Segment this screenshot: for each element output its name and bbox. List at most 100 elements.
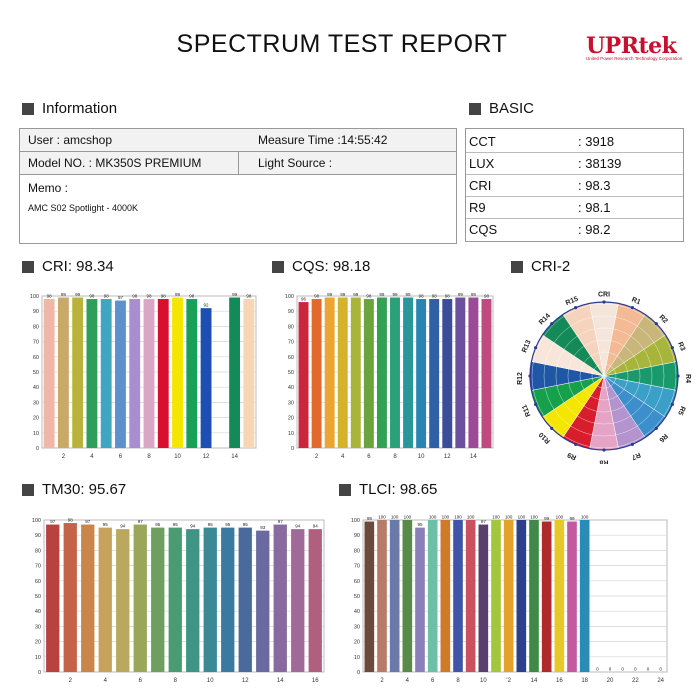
basic-label: R9 (469, 200, 486, 215)
bar (465, 520, 476, 672)
polar-marker (574, 442, 578, 446)
cri-title: CRI: 98.34 (42, 258, 114, 275)
bar (324, 297, 335, 448)
bar-value-label: 100 (454, 515, 462, 520)
bar (43, 299, 55, 448)
report-title: SPECTRUM TEST REPORT (176, 30, 508, 58)
model-field: Model NO. : MK350S PREMIUM (20, 152, 239, 174)
bar-value-label: 98 (161, 294, 167, 299)
x-tick-label: 12 (203, 454, 210, 460)
x-tick-label: 4 (406, 678, 410, 684)
y-tick-label: 90 (288, 309, 294, 315)
uprtek-logo: UPRtek United Power Research Technology … (586, 33, 682, 61)
bar (337, 297, 348, 448)
bar (453, 520, 463, 672)
bar (579, 520, 590, 672)
x-tick-label: 22 (632, 678, 639, 684)
basic-row: CQS : 98.2 (466, 219, 683, 240)
bar (291, 529, 305, 672)
bar (402, 520, 413, 672)
bar (186, 299, 198, 448)
bar-value-label: 94 (190, 524, 196, 529)
y-tick-label: 0 (357, 670, 360, 676)
y-tick-label: 40 (354, 609, 360, 615)
x-tick-label: 14 (277, 678, 284, 684)
basic-label: CQS (469, 222, 498, 237)
bar (98, 527, 112, 672)
bar (455, 297, 466, 448)
bar (440, 520, 451, 672)
bar-value-label: 98 (189, 294, 195, 299)
bar-value-label: 99 (406, 292, 412, 297)
polar-label: R6 (657, 432, 668, 443)
bar (238, 527, 252, 672)
bar-value-label: 95 (173, 522, 179, 527)
bar (491, 520, 501, 672)
basic-heading: BASIC (469, 100, 534, 117)
polar-ring (591, 363, 617, 389)
polar-marker (676, 374, 680, 378)
bar-value-label: 97 (481, 519, 487, 524)
cri2-title: CRI-2 (531, 258, 571, 275)
bar (172, 297, 183, 448)
polar-marker (528, 374, 532, 378)
y-tick-label: 100 (32, 518, 41, 524)
polar-ring (567, 339, 641, 413)
x-tick-label: 6 (431, 678, 435, 684)
polar-ring (531, 303, 677, 449)
basic-value: : 3918 (578, 134, 615, 149)
bar (364, 521, 375, 672)
bar (115, 300, 126, 448)
bar-value-label: 95 (225, 522, 231, 527)
bar-value-label: 100 (505, 515, 513, 520)
polar-label: R2 (657, 314, 668, 325)
y-tick-label: 60 (288, 355, 294, 361)
bar (157, 299, 169, 448)
bar-value-label: 94 (295, 524, 301, 529)
bar-value-label: 95 (208, 522, 214, 527)
y-tick-label: 0 (36, 446, 39, 452)
basic-value: : 98.3 (578, 178, 611, 193)
bar-value-label: 99 (544, 516, 550, 521)
bar-value-label: 100 (518, 515, 526, 520)
y-tick-label: 20 (354, 640, 360, 646)
cqs-bar-chart: 0 10 20 30 40 50 60 70 80 90 100 96 98 2 99 99 4 99 98 6 99 9… (285, 292, 494, 460)
bar-value-label: 100 (492, 515, 500, 520)
y-tick-label: 50 (354, 594, 360, 600)
bar (116, 529, 130, 672)
bar (186, 529, 200, 672)
bar (273, 524, 287, 672)
section-square-icon (511, 260, 523, 273)
y-tick-label: 0 (291, 446, 294, 452)
basic-label: LUX (469, 156, 495, 171)
bar-value-label: 99 (367, 516, 373, 521)
y-tick-label: 80 (35, 548, 41, 554)
tm30-title: TM30: 95.67 (42, 481, 127, 498)
x-tick-label: 14 (470, 454, 477, 460)
y-tick-label: 80 (354, 548, 360, 554)
bar-value-label: 96 (301, 297, 307, 302)
tlci-title: TLCI: 98.65 (359, 481, 438, 498)
info-row-model: Model NO. : MK350S PREMIUM Light Source … (20, 152, 456, 175)
bar-value-label: 94 (313, 524, 319, 529)
logo-tagline: United Power Research Technology Corpora… (586, 56, 683, 61)
information-title: Information (42, 100, 118, 117)
user-field: User : amcshop (28, 133, 113, 147)
polar-marker (630, 306, 634, 310)
bar (541, 521, 552, 672)
y-tick-label: 70 (35, 564, 41, 570)
polar-label: R12 (517, 372, 524, 385)
basic-label: CRI (469, 178, 492, 193)
x-tick-label: 12 (242, 678, 249, 684)
y-tick-label: 80 (33, 324, 39, 330)
cri-bar-chart: 0 10 20 30 40 50 60 70 80 90 100 98 99 2 99 98 4 98 97 6 98 9… (30, 292, 257, 460)
y-tick-label: 60 (354, 579, 360, 585)
cri-heading: CRI: 98.34 (22, 258, 114, 275)
x-tick-label: 6 (119, 454, 123, 460)
y-tick-label: 0 (38, 670, 41, 676)
basic-row: CCT : 3918 (466, 131, 683, 153)
y-tick-label: 70 (354, 564, 360, 570)
x-tick-label: 10 (207, 678, 214, 684)
x-tick-label: 16 (312, 678, 319, 684)
x-tick-label: 2 (315, 454, 319, 460)
